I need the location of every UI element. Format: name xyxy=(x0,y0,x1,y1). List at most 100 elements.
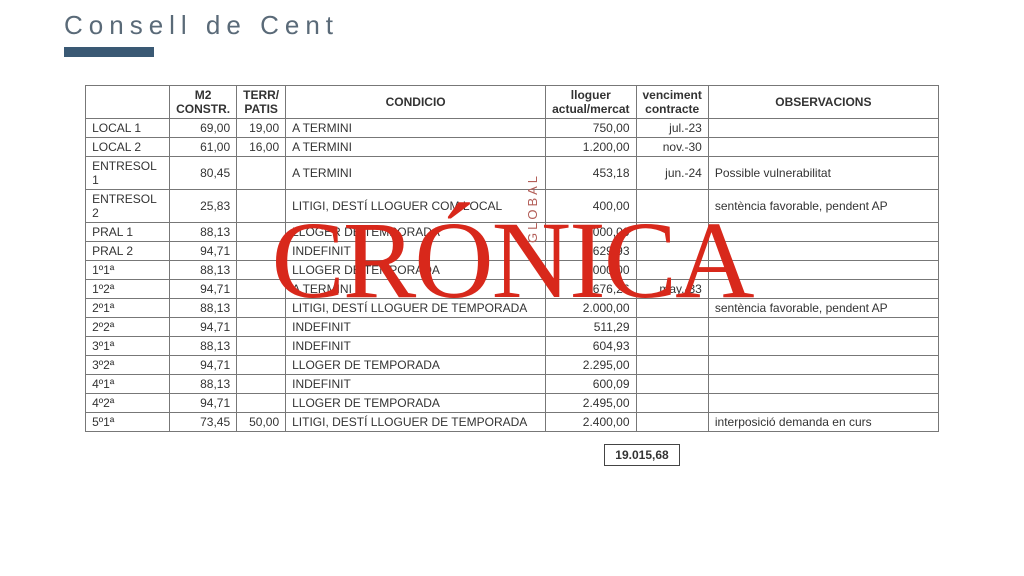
cell-venciment: nov.-30 xyxy=(636,138,708,157)
cell-m2: 94,71 xyxy=(170,242,237,261)
table-row: 3º1ª88,13INDEFINIT604,93 xyxy=(86,337,939,356)
col-venciment: venciment contracte xyxy=(636,86,708,119)
cell-lloguer: 750,00 xyxy=(546,119,636,138)
cell-observacions xyxy=(708,261,938,280)
cell-condicio: A TERMINI xyxy=(286,280,546,299)
cell-observacions xyxy=(708,375,938,394)
cell-unit: ENTRESOL 2 xyxy=(86,190,170,223)
cell-venciment: jul.-23 xyxy=(636,119,708,138)
table-row: 4º1ª88,13INDEFINIT600,09 xyxy=(86,375,939,394)
cell-venciment xyxy=(636,261,708,280)
cell-condicio: LITIGI, DESTÍ LLOGUER COM LOCAL xyxy=(286,190,546,223)
cell-m2: 73,45 xyxy=(170,413,237,432)
table-row: LOCAL 169,0019,00A TERMINI750,00jul.-23 xyxy=(86,119,939,138)
cell-venciment xyxy=(636,299,708,318)
cell-m2: 69,00 xyxy=(170,119,237,138)
table-row: ENTRESOL 180,45A TERMINI453,18jun.-24Pos… xyxy=(86,157,939,190)
cell-m2: 94,71 xyxy=(170,318,237,337)
cell-observacions xyxy=(708,337,938,356)
page-title: Consell de Cent xyxy=(64,10,984,41)
table-row: 5º1ª73,4550,00LITIGI, DESTÍ LLOGUER DE T… xyxy=(86,413,939,432)
table-row: PRAL 188,13LLOGER DE TEMPORADA2.000,00 xyxy=(86,223,939,242)
cell-m2: 88,13 xyxy=(170,223,237,242)
cell-terr xyxy=(237,337,286,356)
cell-m2: 80,45 xyxy=(170,157,237,190)
cell-terr: 16,00 xyxy=(237,138,286,157)
cell-unit: LOCAL 1 xyxy=(86,119,170,138)
total-row: 19.015,68 xyxy=(40,444,984,466)
cell-condicio: A TERMINI xyxy=(286,119,546,138)
table-row: 4º2ª94,71LLOGER DE TEMPORADA2.495,00 xyxy=(86,394,939,413)
cell-observacions xyxy=(708,356,938,375)
cell-condicio: INDEFINIT xyxy=(286,318,546,337)
cell-observacions: interposició demanda en curs xyxy=(708,413,938,432)
cell-condicio: LLOGER DE TEMPORADA xyxy=(286,356,546,375)
table-header-row: M2 CONSTR. TERR/ PATIS CONDICIO lloguer … xyxy=(86,86,939,119)
cell-observacions xyxy=(708,318,938,337)
cell-condicio: INDEFINIT xyxy=(286,337,546,356)
col-observacions: OBSERVACIONS xyxy=(708,86,938,119)
cell-observacions: sentència favorable, pendent AP xyxy=(708,299,938,318)
cell-unit: PRAL 1 xyxy=(86,223,170,242)
table-row: LOCAL 261,0016,00A TERMINI1.200,00nov.-3… xyxy=(86,138,939,157)
cell-lloguer: 1.200,00 xyxy=(546,138,636,157)
cell-unit: PRAL 2 xyxy=(86,242,170,261)
table-body: LOCAL 169,0019,00A TERMINI750,00jul.-23L… xyxy=(86,119,939,432)
table-wrapper: M2 CONSTR. TERR/ PATIS CONDICIO lloguer … xyxy=(40,85,984,432)
cell-venciment: may.-33 xyxy=(636,280,708,299)
cell-unit: 4º2ª xyxy=(86,394,170,413)
cell-venciment xyxy=(636,394,708,413)
cell-m2: 88,13 xyxy=(170,261,237,280)
cell-venciment xyxy=(636,356,708,375)
title-underline xyxy=(64,47,154,57)
col-terr: TERR/ PATIS xyxy=(237,86,286,119)
cell-condicio: LLOGER DE TEMPORADA xyxy=(286,394,546,413)
cell-unit: 1º1ª xyxy=(86,261,170,280)
cell-condicio: LITIGI, DESTÍ LLOGUER DE TEMPORADA xyxy=(286,299,546,318)
cell-terr xyxy=(237,190,286,223)
table-row: 3º2ª94,71LLOGER DE TEMPORADA2.295,00 xyxy=(86,356,939,375)
col-lloguer: lloguer actual/mercat xyxy=(546,86,636,119)
table-row: 1º1ª88,13 LLOGER DE TEMPORADA2.000,00 xyxy=(86,261,939,280)
cell-lloguer: 2.000,00 xyxy=(546,261,636,280)
cell-lloguer: 2.000,00 xyxy=(546,223,636,242)
cell-terr xyxy=(237,223,286,242)
cell-terr xyxy=(237,280,286,299)
table-row: 2º1ª88,13LITIGI, DESTÍ LLOGUER DE TEMPOR… xyxy=(86,299,939,318)
cell-lloguer: 2.495,00 xyxy=(546,394,636,413)
page: Consell de Cent M2 CONSTR. TERR/ PATIS C… xyxy=(0,0,1024,466)
cell-lloguer: 2.000,00 xyxy=(546,299,636,318)
cell-lloguer: 511,29 xyxy=(546,318,636,337)
cell-observacions xyxy=(708,138,938,157)
cell-lloguer: 453,18 xyxy=(546,157,636,190)
cell-unit: ENTRESOL 1 xyxy=(86,157,170,190)
cell-m2: 88,13 xyxy=(170,299,237,318)
cell-m2: 94,71 xyxy=(170,356,237,375)
cell-lloguer: 2.295,00 xyxy=(546,356,636,375)
cell-observacions xyxy=(708,280,938,299)
col-unit xyxy=(86,86,170,119)
cell-condicio: A TERMINI xyxy=(286,138,546,157)
cell-terr xyxy=(237,394,286,413)
cell-unit: 3º1ª xyxy=(86,337,170,356)
cell-terr xyxy=(237,242,286,261)
cell-terr: 19,00 xyxy=(237,119,286,138)
cell-condicio: INDEFINIT xyxy=(286,375,546,394)
cell-condicio: LLOGER DE TEMPORADA xyxy=(286,261,546,280)
cell-unit: LOCAL 2 xyxy=(86,138,170,157)
cell-terr xyxy=(237,261,286,280)
cell-lloguer: 604,93 xyxy=(546,337,636,356)
cell-venciment xyxy=(636,337,708,356)
cell-m2: 61,00 xyxy=(170,138,237,157)
cell-terr xyxy=(237,299,286,318)
cell-observacions: Possible vulnerabilitat xyxy=(708,157,938,190)
cell-venciment xyxy=(636,190,708,223)
cell-venciment: jun.-24 xyxy=(636,157,708,190)
cell-m2: 88,13 xyxy=(170,375,237,394)
cell-observacions: sentència favorable, pendent AP xyxy=(708,190,938,223)
cell-observacions xyxy=(708,223,938,242)
cell-terr xyxy=(237,356,286,375)
cell-unit: 4º1ª xyxy=(86,375,170,394)
cell-lloguer: 629,93 xyxy=(546,242,636,261)
cell-lloguer: 400,00 xyxy=(546,190,636,223)
